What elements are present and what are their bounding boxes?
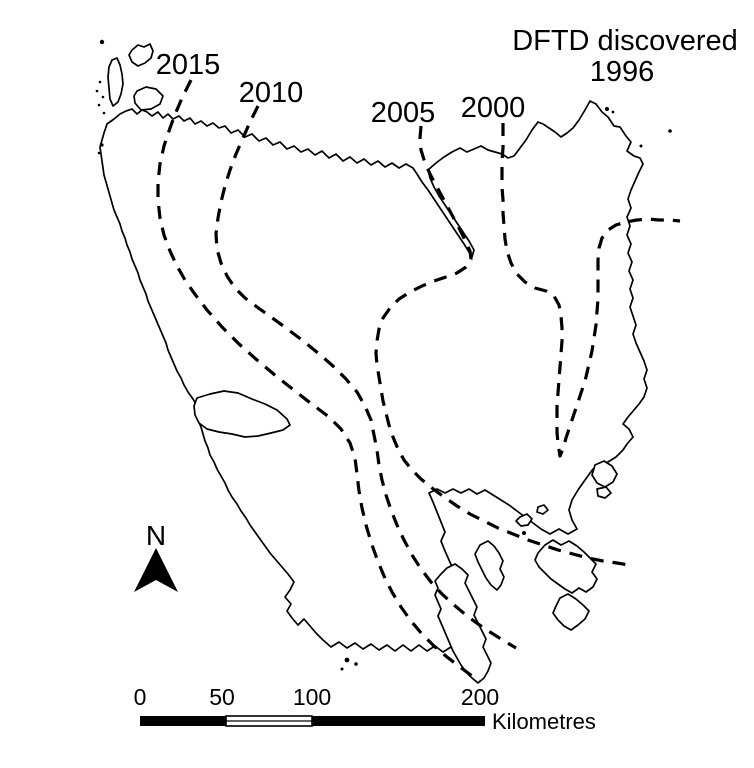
front-line-2010 xyxy=(214,105,517,650)
front-label-2015: 2015 xyxy=(156,49,221,81)
dftd-annotation-line1: DFTD discovered xyxy=(512,25,738,57)
scale-segment-black-1 xyxy=(140,716,226,726)
island-northwest xyxy=(128,43,154,67)
islet-storm-bay xyxy=(536,504,549,515)
scale-tick-50: 50 xyxy=(209,684,235,710)
island-robbins xyxy=(133,86,164,111)
scale-segment-black-2 xyxy=(312,716,485,726)
scale-bar: 0 50 100 200 Kilometres xyxy=(134,684,596,734)
islet-storm-bay xyxy=(515,513,533,527)
dftd-annotation-line2: 1996 xyxy=(590,56,655,88)
front-line-2015 xyxy=(156,79,480,683)
front-label-2010: 2010 xyxy=(239,77,304,109)
macquarie-harbour-outline xyxy=(193,390,291,438)
island-speck xyxy=(340,667,344,671)
north-label: N xyxy=(146,520,166,551)
front-line-2000 xyxy=(500,123,681,458)
scale-tick-0: 0 xyxy=(134,684,147,710)
island-speck xyxy=(668,129,672,133)
island-bruny xyxy=(434,563,492,684)
island-speck xyxy=(522,531,526,535)
front-label-2000: 2000 xyxy=(461,92,526,124)
island-speck xyxy=(100,143,104,147)
island-speck xyxy=(605,107,609,111)
island-speck xyxy=(354,662,358,666)
north-arrow-icon xyxy=(134,548,178,592)
front-line-2005 xyxy=(374,125,630,567)
island-speck xyxy=(639,144,643,148)
peninsula-tasman-south xyxy=(552,593,590,631)
island-speck xyxy=(98,80,102,84)
scale-unit-label: Kilometres xyxy=(492,709,596,734)
island-speck xyxy=(344,657,350,663)
island-speck xyxy=(101,95,105,99)
island-speck xyxy=(97,151,101,155)
island-west-elongated xyxy=(107,57,124,107)
island-speck xyxy=(95,89,99,93)
tasmania-coastline xyxy=(99,100,648,654)
island-maria xyxy=(591,460,618,488)
island-speck xyxy=(102,111,106,115)
island-speck xyxy=(99,39,105,45)
scale-tick-200: 200 xyxy=(461,684,499,710)
peninsula-south-arm xyxy=(474,540,505,591)
front-label-2005: 2005 xyxy=(371,97,436,129)
island-speck xyxy=(611,110,615,114)
peninsula-tasman xyxy=(534,539,598,594)
island-maria-south xyxy=(596,486,612,499)
island-speck xyxy=(97,103,101,107)
scale-tick-100: 100 xyxy=(293,684,331,710)
